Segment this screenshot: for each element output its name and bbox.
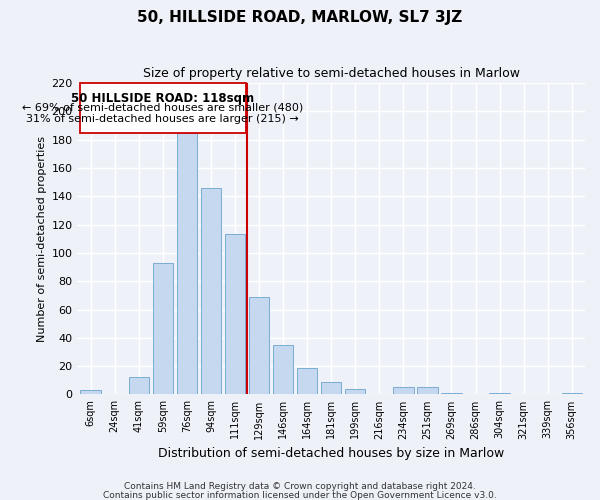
Bar — [273, 345, 293, 395]
Bar — [152, 263, 173, 394]
Bar — [441, 393, 462, 394]
Bar — [200, 188, 221, 394]
Text: Contains public sector information licensed under the Open Government Licence v3: Contains public sector information licen… — [103, 490, 497, 500]
Text: 50 HILLSIDE ROAD: 118sqm: 50 HILLSIDE ROAD: 118sqm — [71, 92, 254, 104]
Bar — [393, 388, 413, 394]
Bar — [417, 388, 437, 394]
Text: ← 69% of semi-detached houses are smaller (480): ← 69% of semi-detached houses are smalle… — [22, 103, 304, 113]
Bar — [249, 297, 269, 394]
Bar — [80, 390, 101, 394]
Text: 31% of semi-detached houses are larger (215) →: 31% of semi-detached houses are larger (… — [26, 114, 299, 124]
Bar — [297, 368, 317, 394]
Text: Contains HM Land Registry data © Crown copyright and database right 2024.: Contains HM Land Registry data © Crown c… — [124, 482, 476, 491]
X-axis label: Distribution of semi-detached houses by size in Marlow: Distribution of semi-detached houses by … — [158, 447, 505, 460]
Bar — [321, 382, 341, 394]
Bar — [225, 234, 245, 394]
Bar — [176, 132, 197, 394]
Title: Size of property relative to semi-detached houses in Marlow: Size of property relative to semi-detach… — [143, 68, 520, 80]
Bar — [128, 378, 149, 394]
FancyBboxPatch shape — [80, 83, 246, 132]
Bar — [345, 389, 365, 394]
Text: 50, HILLSIDE ROAD, MARLOW, SL7 3JZ: 50, HILLSIDE ROAD, MARLOW, SL7 3JZ — [137, 10, 463, 25]
Bar — [562, 393, 582, 394]
Y-axis label: Number of semi-detached properties: Number of semi-detached properties — [37, 136, 47, 342]
Bar — [490, 393, 510, 394]
